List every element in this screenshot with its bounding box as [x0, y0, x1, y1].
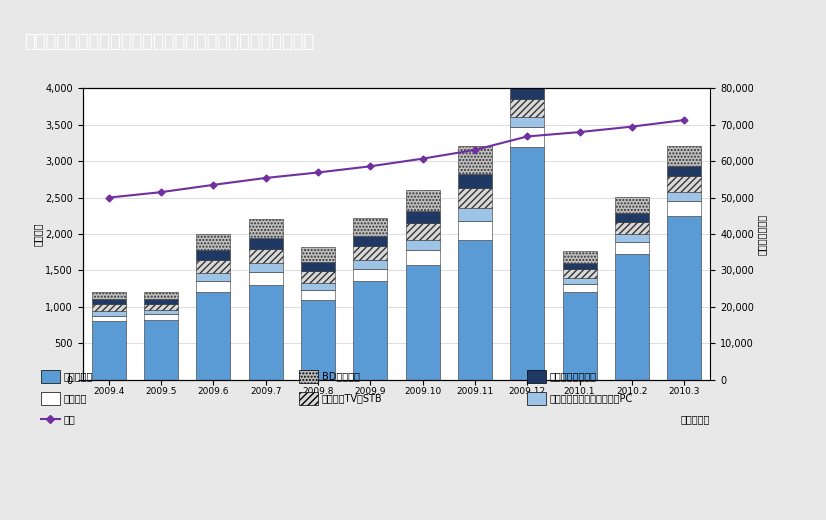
Bar — [197, 281, 230, 292]
Bar — [92, 304, 126, 311]
Bar — [197, 250, 230, 260]
Text: 地上デジタルチューナ内蔵PC: 地上デジタルチューナ内蔵PC — [550, 393, 633, 404]
Bar — [510, 63, 544, 86]
Bar — [563, 252, 596, 263]
Bar — [301, 283, 335, 290]
Bar — [301, 246, 335, 262]
Bar — [249, 238, 282, 249]
Y-axis label: （千台）: （千台） — [32, 222, 42, 246]
Bar — [197, 272, 230, 281]
FancyBboxPatch shape — [527, 392, 546, 405]
Bar — [615, 213, 649, 222]
Bar — [197, 292, 230, 380]
FancyBboxPatch shape — [299, 392, 318, 405]
Bar — [197, 235, 230, 250]
Bar — [667, 166, 701, 176]
Bar — [354, 236, 387, 246]
Bar — [144, 292, 178, 299]
Bar — [615, 197, 649, 213]
Bar — [144, 304, 178, 310]
Bar — [458, 174, 492, 188]
Bar — [92, 292, 126, 299]
Bar — [249, 272, 282, 285]
Bar — [510, 117, 544, 127]
Bar — [667, 216, 701, 380]
Bar — [667, 192, 701, 201]
Bar — [249, 285, 282, 380]
Bar — [667, 201, 701, 216]
Bar — [458, 220, 492, 240]
Bar — [510, 86, 544, 99]
Bar — [197, 260, 230, 272]
Bar — [354, 268, 387, 281]
Text: （年・月）: （年・月） — [681, 414, 710, 424]
Bar — [563, 263, 596, 269]
Bar — [144, 299, 178, 304]
Bar — [354, 281, 387, 380]
Bar — [144, 315, 178, 320]
Bar — [563, 269, 596, 278]
Bar — [458, 240, 492, 380]
Bar — [92, 311, 126, 316]
Bar — [406, 190, 439, 212]
Text: デジタルレコーダ: デジタルレコーダ — [550, 371, 597, 382]
Bar — [92, 316, 126, 321]
Bar — [406, 212, 439, 224]
Text: 薄型テレビ: 薄型テレビ — [64, 371, 93, 382]
Text: 地上デジタルテレビ放送受信機器国内出荷実績推移（台数）: 地上デジタルテレビ放送受信機器国内出荷実績推移（台数） — [25, 33, 315, 50]
Bar — [563, 284, 596, 292]
Bar — [615, 222, 649, 235]
Bar — [249, 263, 282, 272]
FancyBboxPatch shape — [527, 370, 546, 383]
Bar — [563, 292, 596, 380]
Bar — [144, 320, 178, 380]
Text: 累計: 累計 — [64, 414, 75, 424]
Bar — [406, 240, 439, 250]
Bar — [667, 146, 701, 166]
Bar — [615, 235, 649, 242]
Text: チューナ: チューナ — [64, 393, 87, 404]
Bar — [249, 219, 282, 238]
Bar — [249, 249, 282, 263]
Bar — [354, 246, 387, 260]
Bar — [458, 208, 492, 220]
Bar — [406, 250, 439, 265]
Bar — [406, 265, 439, 380]
Bar — [458, 146, 492, 174]
Bar — [301, 300, 335, 380]
Bar — [144, 310, 178, 315]
Bar — [458, 188, 492, 208]
Y-axis label: （累計・千台）: （累計・千台） — [757, 213, 767, 255]
Bar — [615, 242, 649, 254]
Text: BDレコーダ: BDレコーダ — [322, 371, 359, 382]
FancyBboxPatch shape — [40, 392, 59, 405]
Bar — [92, 299, 126, 304]
Text: ケーブルTV用STB: ケーブルTV用STB — [322, 393, 382, 404]
Bar — [563, 278, 596, 284]
Bar — [667, 176, 701, 192]
Bar — [510, 147, 544, 380]
Bar — [354, 218, 387, 236]
Bar — [92, 321, 126, 380]
Bar — [510, 127, 544, 147]
Bar — [301, 290, 335, 300]
FancyBboxPatch shape — [40, 370, 59, 383]
Bar — [406, 224, 439, 240]
Bar — [510, 99, 544, 117]
Bar — [615, 254, 649, 380]
FancyBboxPatch shape — [299, 370, 318, 383]
Bar — [301, 271, 335, 283]
Bar — [354, 260, 387, 268]
Bar — [301, 262, 335, 271]
